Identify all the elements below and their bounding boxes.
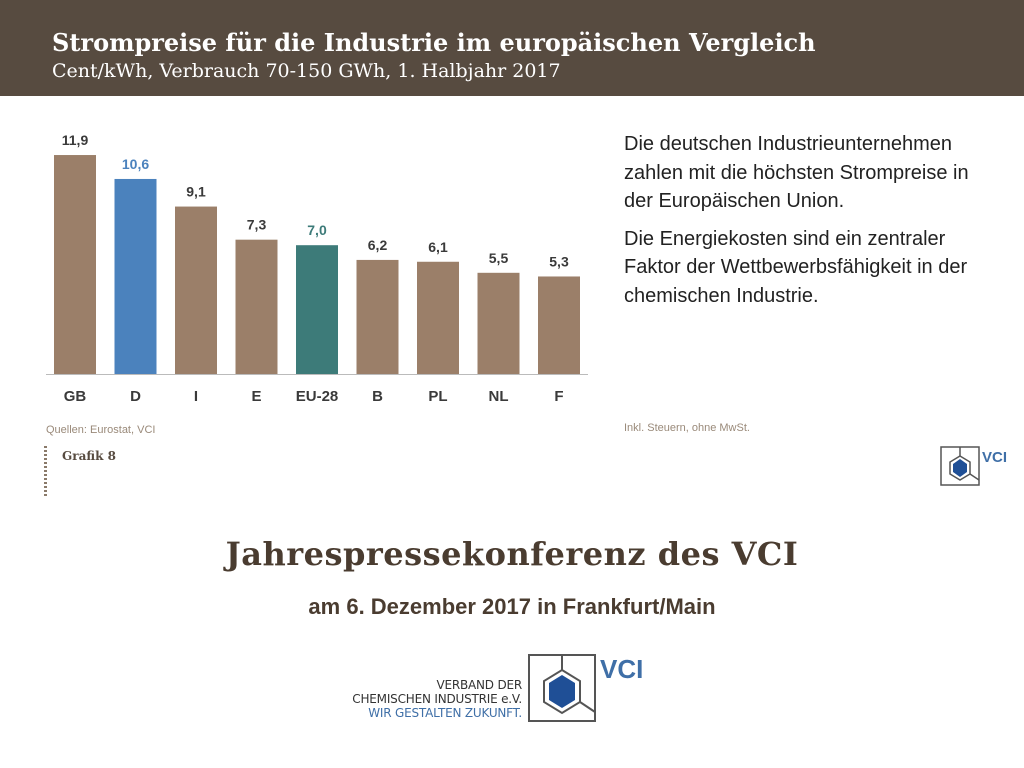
association-name: VERBAND DER CHEMISCHEN INDUSTRIE e.V. WI…	[350, 678, 522, 720]
category-label-eu-28: EU-28	[296, 388, 339, 405]
category-label-gb: GB	[64, 388, 87, 405]
vci-logo-small-text: VCI	[982, 449, 1007, 466]
value-label-e: 7,3	[247, 217, 267, 233]
bar-gb	[54, 155, 96, 374]
category-label-i: I	[194, 388, 198, 405]
description-text: Die deutschen Industrieunternehmen zahle…	[624, 130, 994, 319]
page-title: Strompreise für die Industrie im europäi…	[52, 28, 816, 57]
category-label-nl: NL	[489, 388, 509, 405]
category-label-pl: PL	[428, 388, 447, 405]
value-label-f: 5,3	[549, 253, 569, 269]
bar-i	[175, 206, 217, 374]
association-line-2: CHEMISCHEN INDUSTRIE e.V.	[352, 692, 522, 706]
category-label-b: B	[372, 388, 383, 405]
vci-logo-small: VCI	[940, 446, 1007, 486]
value-label-eu-28: 7,0	[307, 222, 327, 238]
bar-f	[538, 276, 580, 374]
footnote: Inkl. Steuern, ohne MwSt.	[624, 422, 750, 434]
grafik-label: Grafik 8	[62, 449, 116, 463]
bar-eu-28	[296, 245, 338, 374]
category-label-f: F	[554, 388, 563, 405]
source-note: Quellen: Eurostat, VCI	[46, 424, 156, 436]
bar-b	[356, 259, 399, 374]
association-tagline: WIR GESTALTEN ZUKUNFT.	[368, 706, 522, 720]
description-paragraph-2: Die Energiekosten sind ein zentraler Fak…	[624, 227, 968, 307]
dotted-divider	[44, 446, 47, 498]
category-label-d: D	[130, 388, 141, 405]
header-banner: Strompreise für die Industrie im europäi…	[0, 0, 1024, 96]
category-label-e: E	[251, 388, 261, 405]
association-line-1: VERBAND DER	[436, 678, 522, 692]
value-label-i: 9,1	[186, 184, 206, 200]
bar-d	[114, 178, 157, 374]
bar-pl	[417, 261, 459, 374]
vci-logo-large: VCI	[528, 654, 643, 722]
conference-title: Jahrespressekonferenz des VCI	[225, 535, 799, 573]
bar-e	[235, 239, 278, 374]
bar-chart: 11,9 GB 10,6 D 9,1 I 7,3 E 7,0 EU-28 6,2 B 6,1 PL 5,5 N…	[46, 132, 588, 405]
value-label-gb: 11,9	[62, 132, 89, 148]
description-paragraph-1: Die deutschen Industrieunternehmen zahle…	[624, 133, 969, 212]
value-label-nl: 5,5	[489, 250, 509, 266]
value-label-d: 10,6	[122, 156, 149, 172]
conference-subtitle: am 6. Dezember 2017 in Frankfurt/Main	[308, 594, 716, 619]
vci-logo-large-text: VCI	[600, 654, 643, 684]
page-subtitle: Cent/kWh, Verbrauch 70-150 GWh, 1. Halbj…	[52, 60, 561, 82]
bar-nl	[477, 272, 520, 374]
value-label-b: 6,2	[368, 237, 388, 253]
value-label-pl: 6,1	[428, 239, 448, 255]
